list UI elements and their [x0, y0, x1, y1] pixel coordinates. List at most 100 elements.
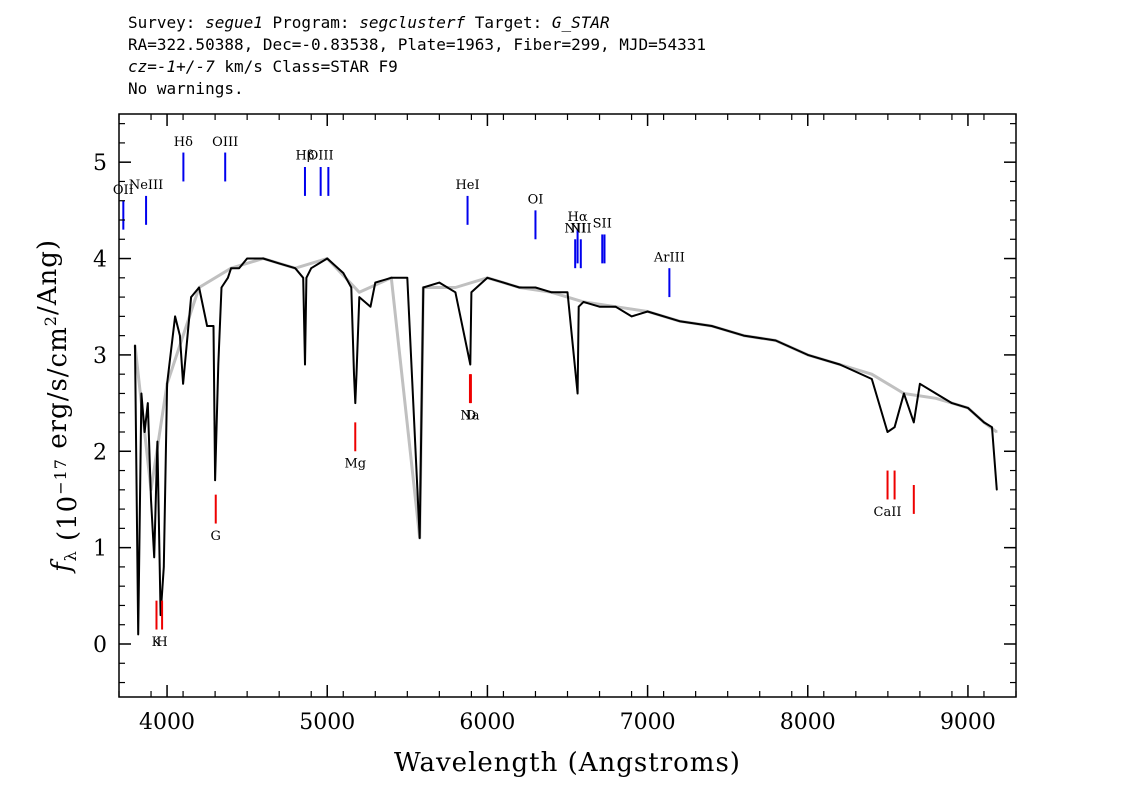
flux-series-layer — [134, 257, 998, 636]
program-value: segclusterf — [359, 13, 466, 32]
plot-frame — [118, 113, 1017, 698]
flux-series-point — [143, 431, 146, 433]
flux-series-point — [369, 305, 372, 308]
absorption-line-label: G — [211, 529, 221, 544]
error-series-point — [996, 431, 998, 433]
error-series-point — [358, 291, 361, 294]
flux-series-point — [710, 325, 713, 327]
flux-series-point — [919, 383, 921, 385]
flux-series-point — [630, 315, 633, 318]
flux-series-point — [246, 257, 248, 260]
absorption-line-label: D — [466, 408, 476, 423]
emission-line-label: HeI — [455, 178, 479, 193]
flux-series-point — [174, 315, 176, 318]
flux-series-point — [486, 277, 489, 279]
y-tick-label: 1 — [93, 537, 107, 562]
flux-series-point — [886, 431, 889, 433]
flux-series-point — [326, 257, 329, 260]
emission-line-label: SII — [593, 217, 612, 232]
survey-value: segue1 — [205, 13, 263, 32]
flux-series-point — [238, 267, 240, 270]
y-tick-label: 2 — [93, 440, 107, 465]
flux-series-point — [190, 296, 192, 298]
flux-series-point — [354, 402, 357, 404]
flux-series-point — [871, 378, 873, 380]
emission-line-label: OIII — [212, 135, 238, 150]
flux-series-point — [967, 407, 969, 409]
error-series-point — [935, 397, 937, 400]
flux-series-point — [913, 421, 915, 424]
x-tick-label: 9000 — [940, 710, 996, 735]
emission-line-label: Hβ — [296, 148, 315, 163]
x-tick-label: 4000 — [139, 710, 195, 735]
flux-series-point — [418, 537, 421, 539]
flux-series-point — [502, 281, 505, 284]
x-tick-label: 7000 — [620, 710, 676, 735]
flux-series-point — [438, 281, 441, 284]
flux-series-point — [774, 339, 777, 342]
emission-line-label: Hδ — [174, 135, 193, 150]
flux-series-point — [304, 363, 306, 366]
flux-series-point — [534, 286, 537, 289]
emission-line-label: NeIII — [129, 178, 163, 193]
flux-series-point — [230, 267, 232, 270]
survey-line: Survey: segue1 Program: segclusterf Targ… — [128, 13, 610, 32]
flux-series-point — [646, 310, 649, 313]
flux-series-point — [166, 383, 168, 385]
flux-series-point — [217, 363, 220, 366]
flux-series-point — [470, 291, 473, 294]
flux-series-point — [206, 325, 208, 327]
flux-series-point — [156, 440, 159, 443]
flux-series-point — [163, 566, 165, 568]
flux-series-point — [294, 267, 297, 270]
error-series-point — [871, 373, 873, 376]
emission-line-label: ArIII — [653, 250, 685, 265]
absorption-line-label: CaII — [874, 505, 902, 520]
emission-line-label: OI — [528, 193, 544, 208]
flux-series-point — [839, 363, 841, 366]
cz-value: -1+/-7 — [156, 57, 215, 76]
flux-series-point — [454, 291, 457, 294]
flux-series-point — [566, 291, 569, 294]
flux-series-point — [406, 277, 409, 279]
flux-series-point — [179, 334, 181, 337]
flux-series-point — [996, 489, 998, 491]
flux-series-point — [342, 272, 345, 274]
absorption-line-label: Mg — [344, 457, 366, 472]
flux-series-point — [302, 277, 305, 279]
redshift-line: cz=-1+/-7 km/s Class=STAR F9 — [128, 57, 398, 76]
emission-line-label: NII — [564, 222, 586, 237]
flux-series-point — [983, 421, 985, 424]
emission-line-label: OII — [113, 183, 134, 198]
flux-series-point — [350, 286, 353, 289]
flux-series-point — [214, 479, 216, 482]
flux-series-point — [278, 262, 281, 265]
x-axis-title: Wavelength (Angstroms) — [394, 748, 741, 778]
flux-series-point — [305, 277, 308, 279]
x-tick-label: 5000 — [299, 710, 355, 735]
flux-series-point — [598, 305, 601, 308]
x-tick-label: 8000 — [780, 710, 836, 735]
flux-series-point — [134, 344, 136, 347]
error-series-point — [454, 286, 457, 289]
flux-series-point — [991, 426, 993, 429]
coords-line: RA=322.50388, Dec=-0.83538, Plate=1963, … — [128, 35, 706, 54]
flux-series-point — [150, 498, 152, 501]
flux-series-point — [678, 320, 681, 323]
flux-series-point — [310, 267, 313, 270]
flux-series — [134, 257, 998, 636]
emission-line-label: OIII — [308, 148, 334, 163]
flux-series-point — [182, 383, 184, 385]
flux-series-point — [577, 305, 580, 308]
absorption-line-label: Na — [460, 408, 479, 423]
warnings-line: No warnings. — [128, 79, 244, 98]
flux-series-point — [262, 257, 265, 260]
flux-series-point — [576, 392, 579, 395]
y-axis-title: fλ (10−17 erg/s/cm2/Ang) — [33, 239, 83, 574]
absorption-line-label: K — [152, 635, 162, 650]
flux-series-point — [469, 363, 472, 366]
flux-series-point — [951, 402, 953, 404]
flux-series-point — [358, 296, 361, 298]
